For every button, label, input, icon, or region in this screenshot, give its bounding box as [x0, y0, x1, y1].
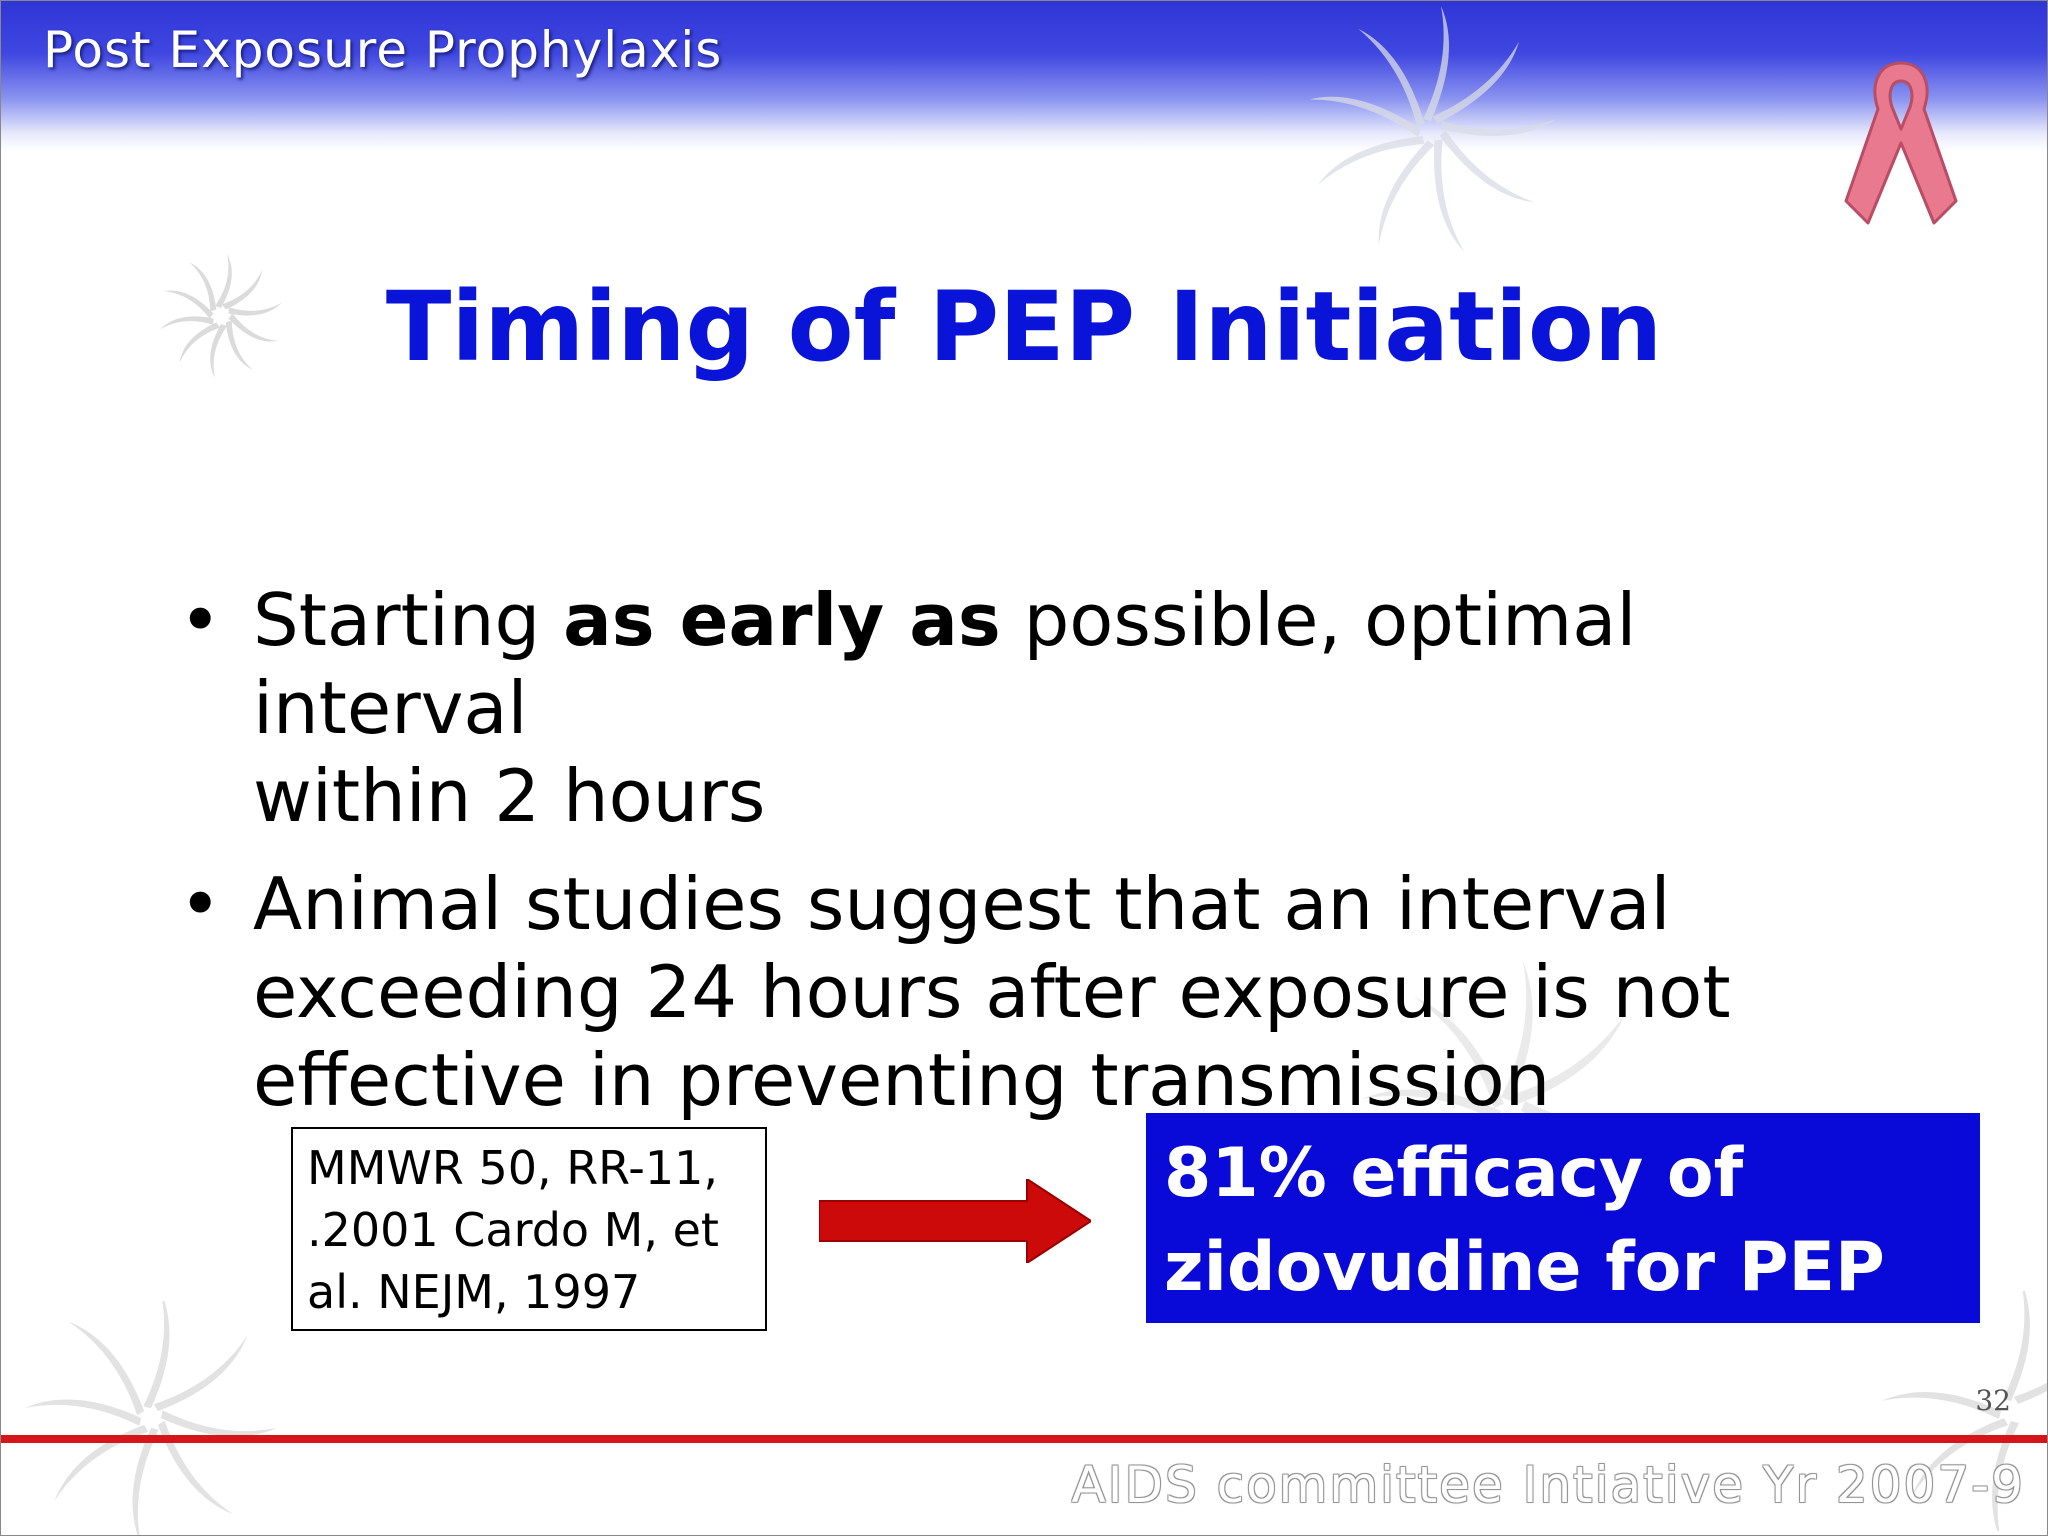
pinwheel-decoration-left [160, 254, 282, 378]
bullet-item-animal-studies: • Animal studies suggest that an interva… [171, 860, 1931, 1124]
bullet-text-line2: within 2 hours [253, 754, 766, 838]
slide-title: Timing of PEP Initiation [385, 271, 1663, 383]
bullet-text-after: possible, optimal interval [253, 578, 1637, 750]
pinwheel-decoration-bottom-left [24, 1301, 278, 1535]
header-band [1, 1, 2047, 151]
bullet-text-line2: exceeding 24 hours after exposure is not [253, 950, 1731, 1034]
bullet-list: • Starting as early as possible, optimal… [171, 576, 1931, 1144]
bullet-text-line3: effective in preventing transmission [253, 1038, 1551, 1122]
pinwheel-decoration-top [1309, 6, 1556, 252]
efficacy-line-2: zidovudine for PEP [1164, 1228, 1885, 1307]
citation-box: MMWR 50, RR-11, .2001 Cardo M, et al. NE… [291, 1127, 767, 1331]
citation-line-2: .2001 Cardo M, et [307, 1203, 719, 1257]
footer-text: AIDS committee Intiative Yr 2007-9 [1071, 1456, 2025, 1514]
right-arrow-icon [819, 1179, 1091, 1263]
header-title: Post Exposure Prophylaxis [43, 21, 723, 79]
pinwheel-decoration-bottom-right [1881, 1291, 2047, 1531]
bullet-text-line1: Animal studies suggest that an interval [253, 862, 1671, 946]
citation-line-1: MMWR 50, RR-11, [307, 1141, 719, 1195]
bullet-item-timing: • Starting as early as possible, optimal… [171, 576, 1931, 840]
efficacy-line-1: 81% efficacy of [1164, 1134, 1744, 1213]
awareness-ribbon-icon [1844, 61, 1958, 225]
bullet-text-before: Starting [253, 578, 564, 662]
bullet-text-bold: as early as [563, 578, 1001, 662]
efficacy-callout: 81% efficacy of zidovudine for PEP [1146, 1113, 1980, 1323]
page-number: 32 [1975, 1384, 2011, 1417]
bullet-dot-icon: • [179, 578, 222, 662]
footer-divider [1, 1435, 2047, 1443]
citation-line-3: al. NEJM, 1997 [307, 1265, 641, 1319]
bullet-dot-icon: • [179, 862, 222, 946]
